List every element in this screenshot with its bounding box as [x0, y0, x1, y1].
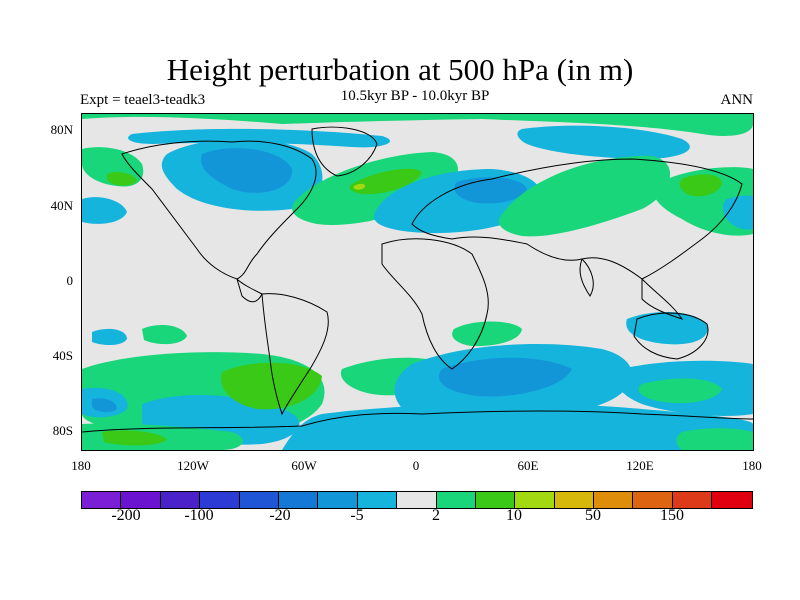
contour-blue-northwest-pacific [82, 197, 127, 224]
colorbar-label: 2 [432, 507, 440, 524]
colorbar-cell [357, 492, 398, 508]
lat-label-80s: 80S [52, 423, 73, 438]
lon-label-120w: 120W [177, 458, 209, 473]
lon-label-180e: 180 [742, 458, 762, 473]
period-label: 10.5kyr BP - 10.0kyr BP [340, 88, 490, 104]
colorbar-label: -100 [184, 507, 214, 524]
contour-blue-south-indian [626, 312, 708, 345]
lon-label-120e: 120E [626, 458, 654, 473]
colorbar-label: -5 [350, 507, 364, 524]
contour-darkblue-north-america [201, 148, 293, 193]
colorbar [81, 491, 753, 509]
contour-lightgreen-east-asia [679, 174, 722, 197]
contour-blue-arctic-band [128, 128, 391, 148]
colorbar-cell [436, 492, 476, 508]
colorbar-cell [554, 492, 595, 508]
colorbar-cell [672, 492, 713, 508]
lon-label-60w: 60W [291, 458, 317, 473]
contour-blue-antarctic [282, 403, 753, 450]
colorbar-cell [318, 492, 358, 508]
contour-lightgreen-antarctic-west [102, 430, 167, 446]
contour-lightgreen-north-pacific [107, 171, 137, 186]
height-field-map [82, 114, 753, 450]
contour-green-south-pacific-small [142, 324, 187, 345]
colorbar-label: 50 [585, 507, 601, 524]
contour-green-arctic [82, 114, 753, 136]
colorbar-label: 150 [660, 507, 684, 524]
contour-lightgreen-north-atlantic [349, 168, 422, 195]
map-panel [81, 113, 754, 451]
colorbar-label: -20 [269, 507, 291, 524]
contour-darkblue-southern-ocean-west [92, 398, 117, 413]
colorbar-cell [475, 492, 516, 508]
contour-lightgreen-south-america [221, 362, 322, 410]
colorbar-cell [594, 492, 634, 508]
colorbar-cell [160, 492, 201, 508]
colorbar-cell [515, 492, 555, 508]
contour-green-southern-ocean-far-east [638, 378, 722, 404]
lat-label-0: 0 [66, 273, 74, 288]
colorbar-cell [121, 492, 161, 508]
colorbar-cell [397, 492, 437, 508]
season-label: ANN [720, 92, 754, 108]
coastlines [82, 126, 753, 433]
colorbar-label: 10 [506, 507, 522, 524]
plot-title: Height perturbation at 500 hPa (in m) [166, 52, 634, 87]
colorbar-cell [200, 492, 240, 508]
colorbar-label: -200 [111, 507, 141, 524]
lon-label-60e: 60E [517, 458, 539, 473]
lon-label-0: 0 [412, 458, 420, 473]
lat-label-40s: 40S [52, 348, 73, 363]
contour-blue-south-pacific-small [92, 328, 127, 346]
contour-blue-northeast-pacific [723, 195, 753, 230]
contour-yellow-north-atlantic [353, 183, 366, 190]
lon-label-180w: 180 [71, 458, 91, 473]
contour-darkblue-southern-indian-ocean [438, 357, 572, 397]
colorbar-cell [239, 492, 279, 508]
lat-label-80n: 80N [50, 122, 73, 137]
contour-blue-siberia [517, 125, 690, 159]
colorbar-cell [278, 492, 319, 508]
experiment-label: Expt = teael3-teadk3 [80, 92, 206, 108]
colorbar-cell [712, 492, 752, 508]
contour-green-asia [498, 155, 671, 237]
colorbar-cell [82, 492, 122, 508]
contour-darkblue-europe [454, 177, 527, 204]
contour-green-south-atlantic [452, 321, 522, 347]
colorbar-cell [633, 492, 673, 508]
lat-label-40n: 40N [50, 198, 73, 213]
contour-green-antarctic-east [676, 428, 753, 450]
